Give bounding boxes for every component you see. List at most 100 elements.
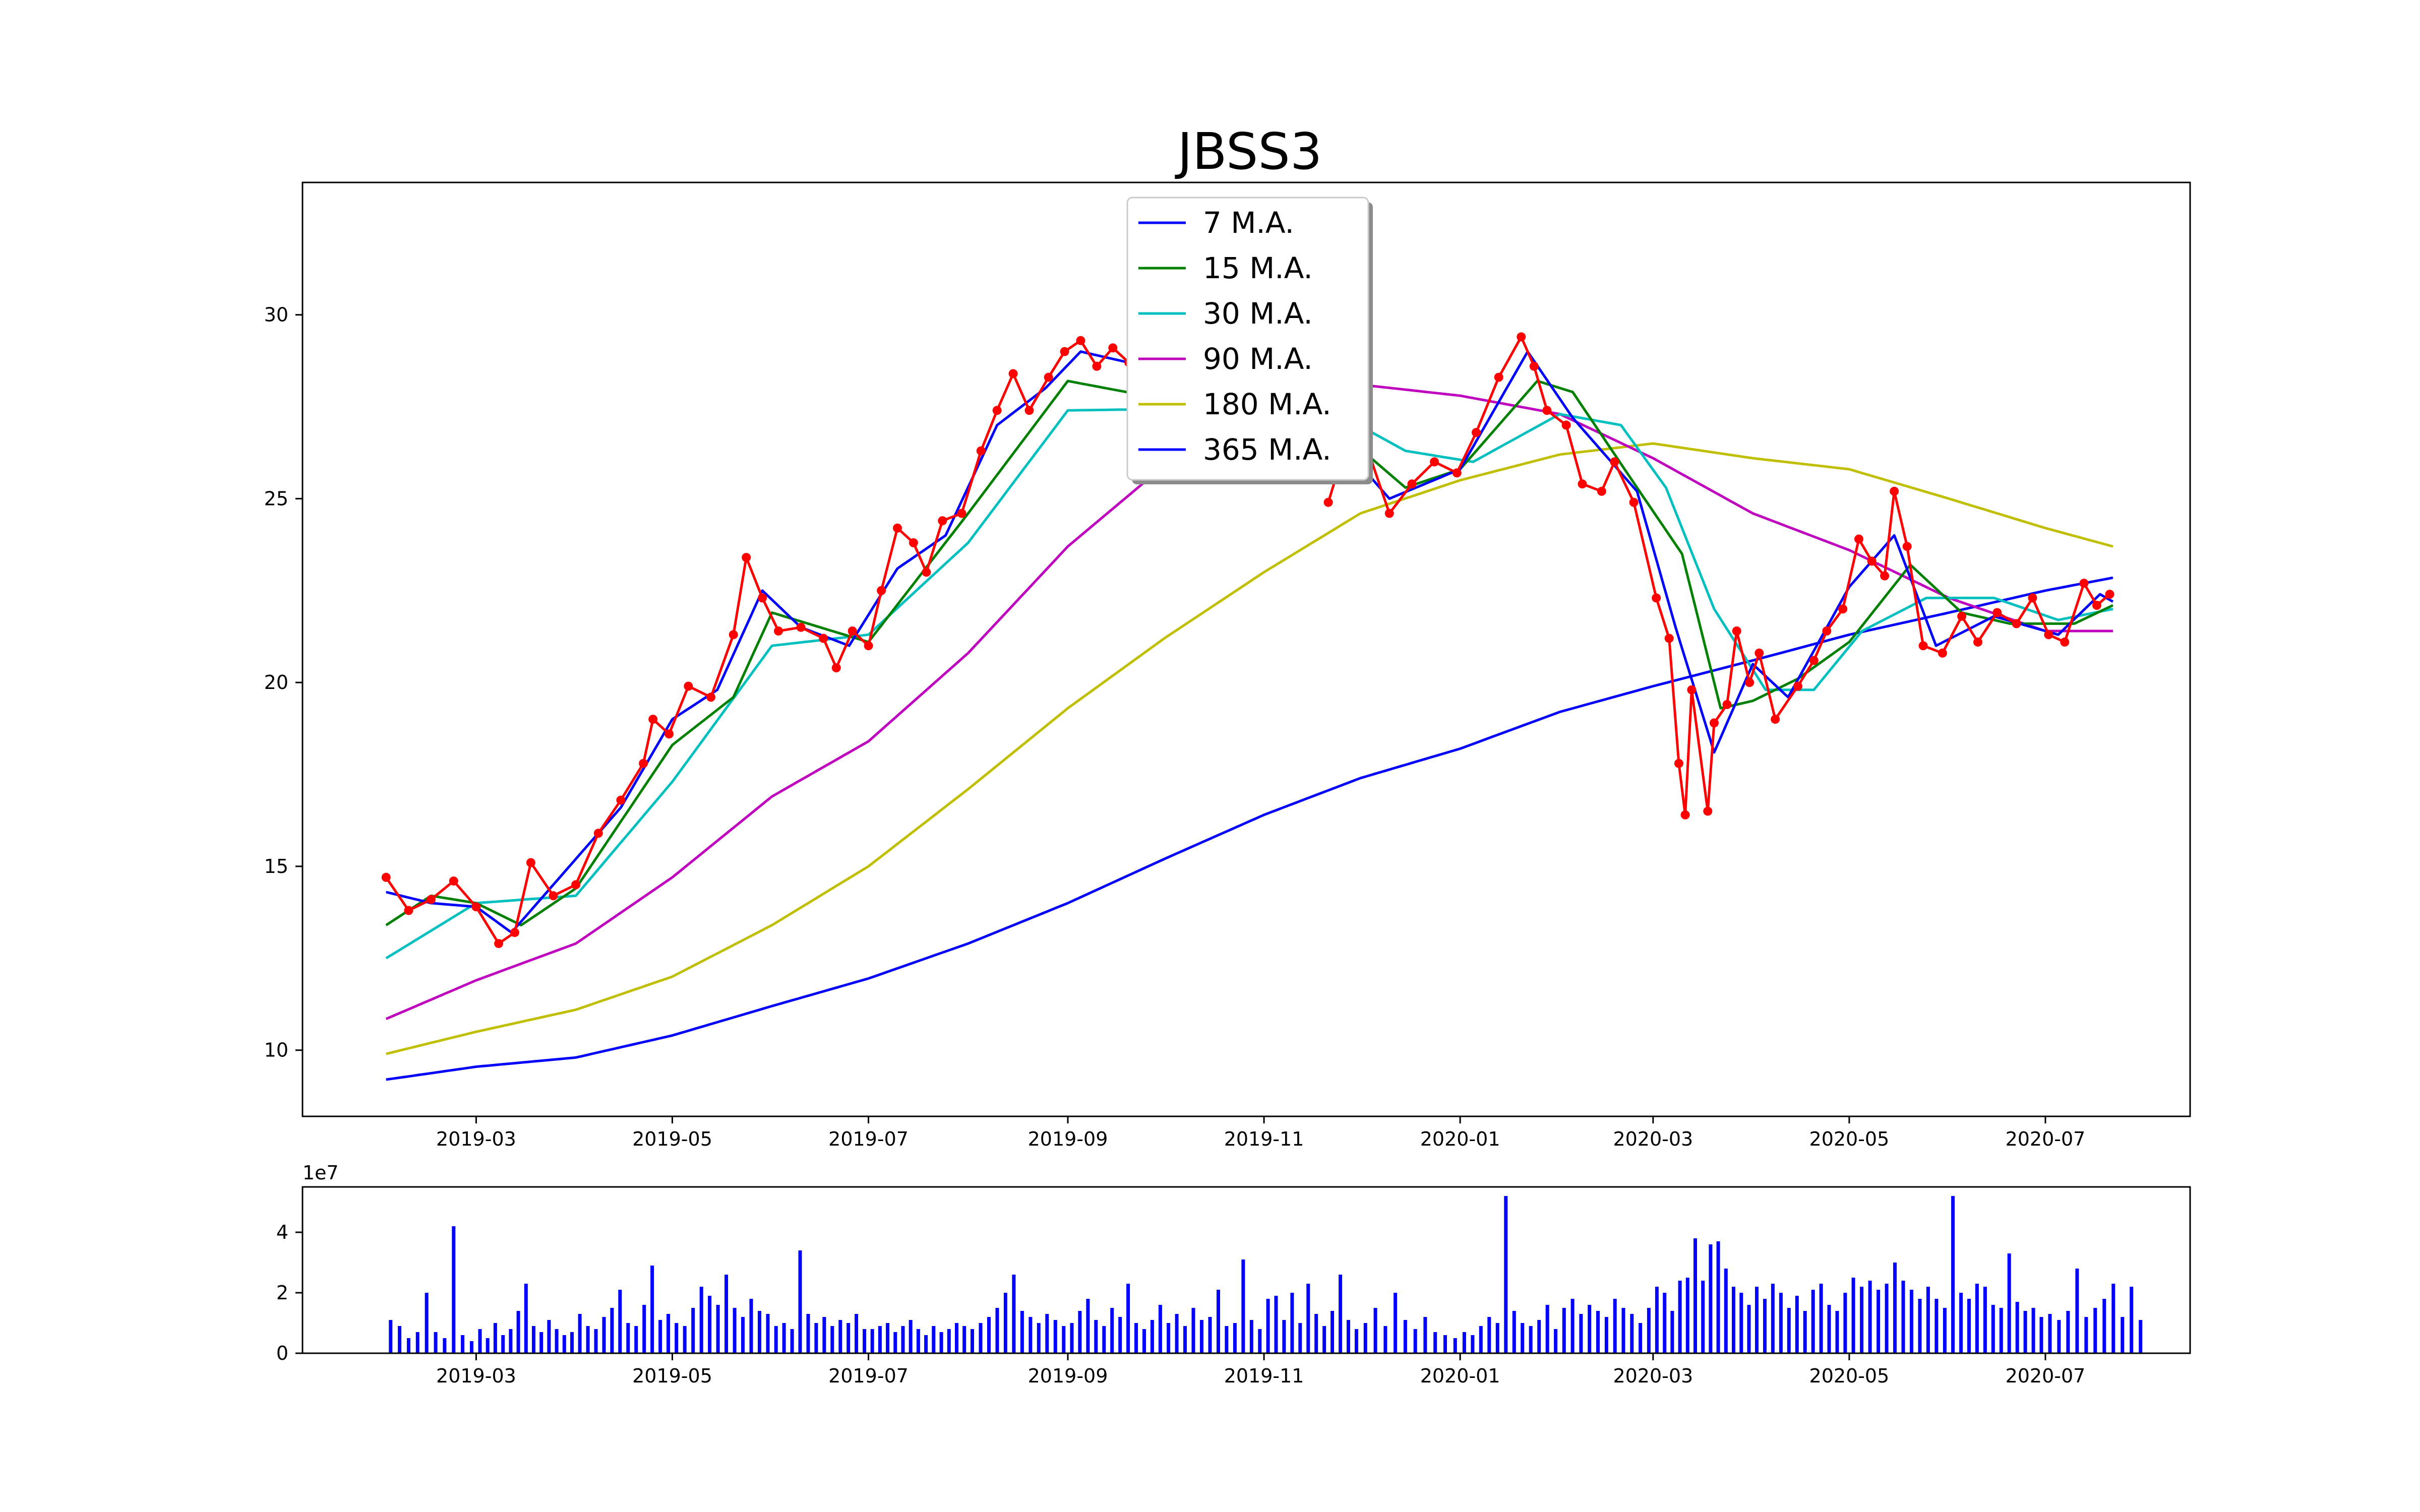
volume-bar-118: [1347, 1320, 1350, 1353]
volume-bar-3: [415, 1332, 419, 1353]
volume-y-tick-label-0: 0: [276, 1342, 288, 1364]
volume-bar-65: [916, 1329, 920, 1353]
volume-bar-49: [790, 1329, 794, 1353]
volume-bar-91: [1126, 1284, 1130, 1353]
price-point-71: [1793, 681, 1802, 691]
price-point-23: [831, 663, 841, 672]
price-point-85: [2012, 619, 2021, 628]
volume-bar-196: [1999, 1308, 2003, 1353]
volume-bar-30: [634, 1326, 638, 1353]
price-axes-frame: [301, 181, 2191, 1117]
volume-bar-71: [962, 1326, 966, 1353]
volume-bar-19: [547, 1320, 551, 1353]
volume-bar-209: [2111, 1284, 2115, 1353]
volume-bar-136: [1512, 1311, 1516, 1353]
price-point-77: [1880, 571, 1890, 581]
price-x-tick-label-1: 2019-05: [632, 1128, 712, 1150]
price-point-63: [1687, 685, 1697, 695]
price-x-tick-label-0: 2019-03: [436, 1128, 516, 1150]
volume-x-tick-label-1: 2019-05: [632, 1365, 712, 1387]
volume-bar-122: [1383, 1326, 1387, 1353]
price-point-60: [1664, 634, 1674, 643]
volume-bar-83: [1062, 1326, 1066, 1353]
volume-bar-168: [1771, 1284, 1775, 1353]
volume-bar-25: [594, 1329, 598, 1353]
volume-bar-171: [1795, 1296, 1799, 1353]
volume-bar-128: [1443, 1335, 1447, 1353]
volume-bar-117: [1339, 1275, 1343, 1353]
volume-chart: 2019-03 2019-05 2019-07 2019-09 2019-11 2020-…: [276, 1162, 2191, 1387]
volume-bar-114: [1314, 1314, 1318, 1353]
volume-bar-120: [1363, 1323, 1367, 1353]
volume-bar-57: [855, 1314, 859, 1353]
volume-bar-15: [516, 1311, 520, 1353]
price-point-13: [648, 715, 658, 724]
price-x-axis: 2019-03 2019-05 2019-07 2019-09 2019-11 2020-…: [436, 1116, 2085, 1150]
volume-bar-123: [1394, 1293, 1398, 1353]
price-point-16: [706, 692, 715, 702]
price-point-30: [938, 516, 947, 526]
volume-bar-143: [1570, 1299, 1575, 1353]
volume-bar-61: [886, 1323, 890, 1353]
volume-bar-165: [1747, 1305, 1751, 1353]
volume-bar-97: [1175, 1314, 1179, 1353]
volume-bar-108: [1266, 1299, 1270, 1353]
legend-label-1: 15 M.A.: [1203, 251, 1313, 285]
volume-bar-211: [2130, 1287, 2134, 1353]
volume-bar-81: [1045, 1314, 1049, 1353]
volume-bar-198: [2015, 1302, 2019, 1353]
volume-bar-98: [1183, 1326, 1187, 1353]
price-point-86: [2028, 593, 2037, 603]
price-point-28: [909, 538, 918, 547]
volume-bar-43: [741, 1317, 745, 1353]
volume-axes-frame: [301, 1186, 2191, 1354]
volume-bar-124: [1403, 1320, 1407, 1353]
price-point-89: [2079, 579, 2089, 588]
volume-bar-35: [675, 1323, 679, 1353]
volume-bar-139: [1537, 1320, 1541, 1353]
volume-bar-112: [1298, 1323, 1302, 1353]
price-point-52: [1529, 361, 1539, 371]
volume-bar-48: [782, 1323, 786, 1353]
volume-bar-208: [2102, 1299, 2106, 1353]
volume-bar-80: [1037, 1323, 1041, 1353]
price-point-42: [1323, 497, 1333, 507]
volume-bar-9: [470, 1341, 473, 1353]
volume-bar-41: [724, 1275, 729, 1353]
volume-bar-191: [1959, 1293, 1963, 1353]
price-point-1: [404, 906, 413, 915]
volume-bar-140: [1545, 1305, 1549, 1353]
volume-bar-63: [901, 1326, 905, 1353]
volume-bar-59: [870, 1329, 874, 1353]
price-point-68: [1745, 678, 1754, 687]
price-point-7: [526, 858, 535, 867]
volume-bar-2: [407, 1338, 410, 1353]
volume-bar-42: [733, 1308, 737, 1353]
price-point-11: [616, 795, 626, 805]
price-x-tick-label-6: 2020-03: [1613, 1128, 1693, 1150]
price-point-57: [1610, 457, 1619, 467]
volume-bar-5: [434, 1332, 438, 1353]
price-line-1: [1327, 335, 2111, 816]
volume-bar-27: [610, 1308, 614, 1353]
volume-bar-77: [1012, 1275, 1016, 1353]
volume-x-tick-label-2: 2019-07: [828, 1365, 909, 1387]
price-point-73: [1822, 626, 1832, 636]
volume-bar-142: [1562, 1308, 1566, 1353]
price-point-27: [893, 523, 902, 533]
volume-bar-133: [1487, 1317, 1491, 1353]
volume-bar-68: [939, 1332, 943, 1353]
ma-180-line: [386, 442, 2113, 1055]
price-point-78: [1890, 486, 1899, 496]
price-point-22: [819, 634, 828, 643]
volume-bar-66: [924, 1335, 928, 1353]
volume-bar-55: [838, 1320, 842, 1353]
volume-bar-50: [798, 1250, 802, 1353]
price-point-9: [571, 880, 581, 890]
volume-bar-175: [1827, 1305, 1831, 1353]
legend-label-5: 365 M.A.: [1203, 432, 1332, 467]
price-y-tick-label-2: 20: [264, 671, 288, 694]
volume-bar-16: [524, 1284, 528, 1353]
price-point-40: [1108, 343, 1118, 353]
price-point-53: [1542, 406, 1552, 415]
